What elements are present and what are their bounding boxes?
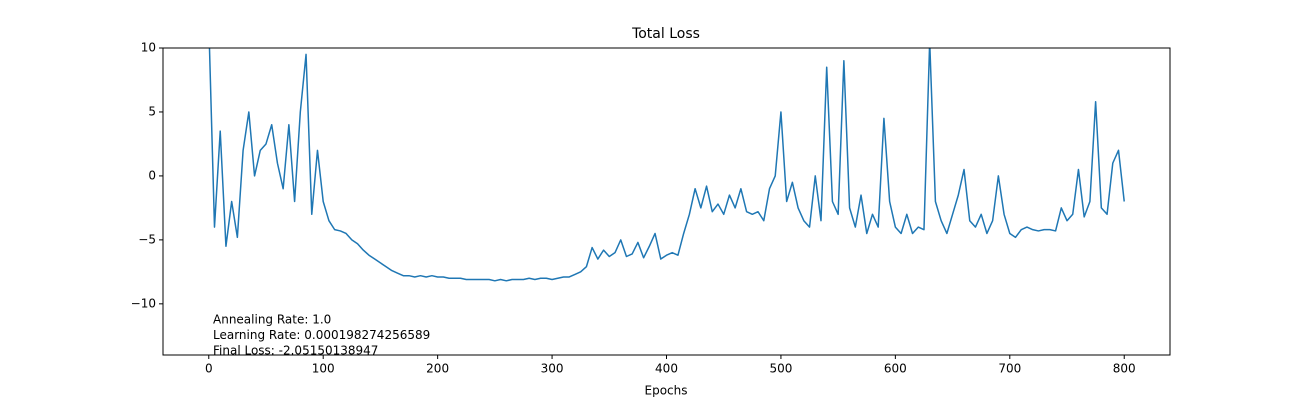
chart-title: Total Loss [631,26,700,42]
y-tick-label: 0 [148,168,156,182]
y-tick-label: −5 [138,232,156,246]
annotation: Final Loss: -2.05150138947 [213,344,378,358]
y-tick-label: 10 [141,41,156,55]
x-tick-label: 0 [205,362,213,376]
x-tick-label: 700 [998,362,1021,376]
annotation: Learning Rate: 0.000198274256589 [213,328,430,342]
x-tick-label: 100 [312,362,335,376]
x-tick-label: 600 [884,362,907,376]
annotation: Annealing Rate: 1.0 [213,313,331,327]
x-tick-label: 800 [1113,362,1136,376]
x-axis-label: Epochs [645,384,688,398]
loss-line [208,48,1125,282]
y-tick-label: −10 [131,296,156,310]
plot-frame [162,47,1171,356]
x-tick-label: 200 [426,362,449,376]
y-tick-label: 5 [148,104,156,118]
x-tick-label: 300 [541,362,564,376]
x-tick-label: 500 [769,362,792,376]
x-tick-label: 400 [655,362,678,376]
